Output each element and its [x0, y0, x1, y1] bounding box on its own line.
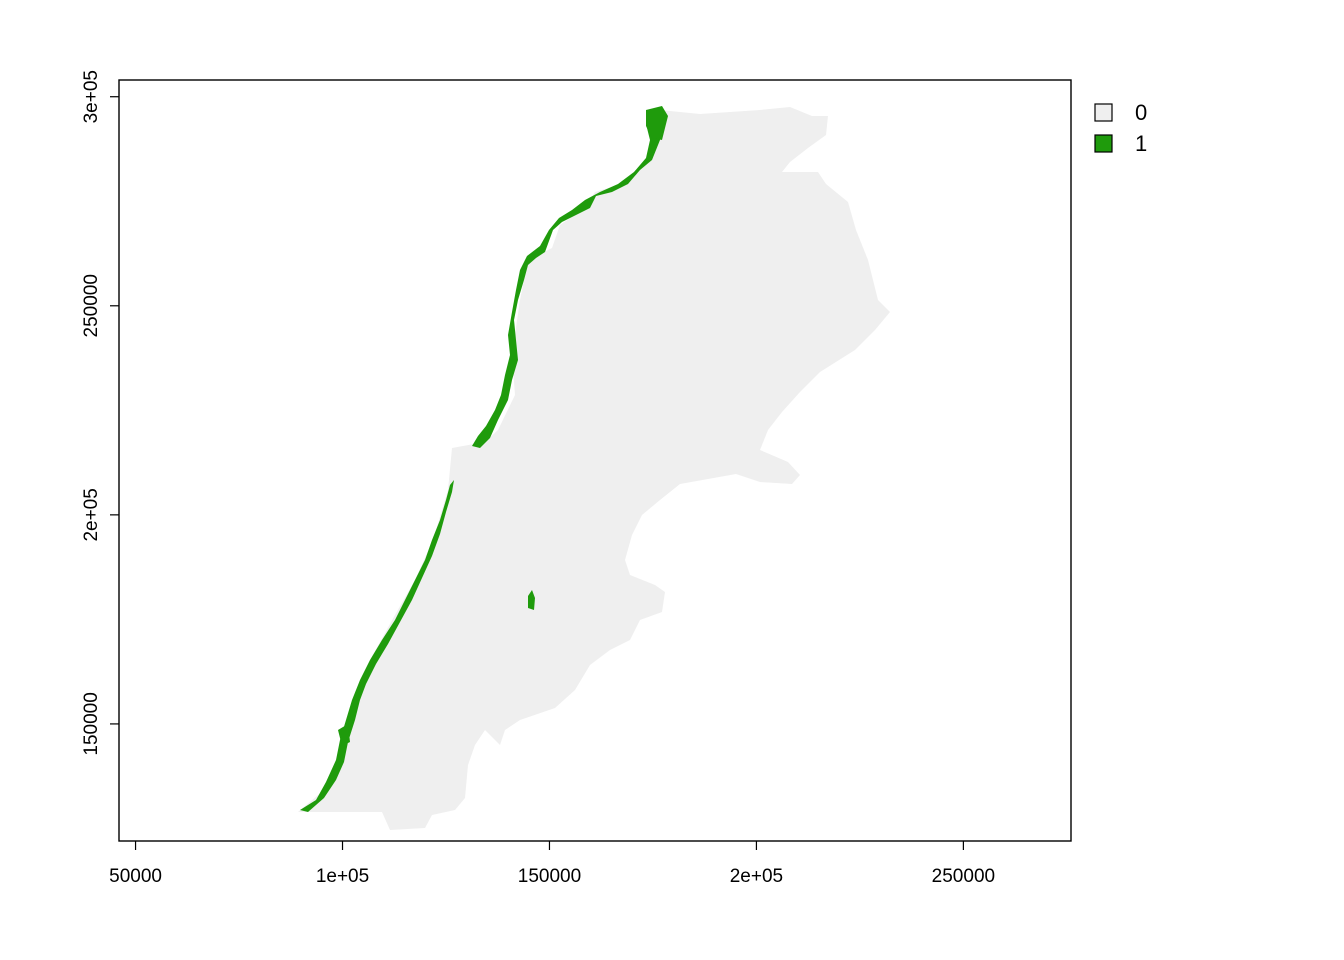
- legend: 01: [1094, 100, 1147, 156]
- legend-swatch-1: [1094, 134, 1113, 153]
- x-tick-label: 50000: [109, 866, 162, 887]
- raster-class-1-inland-patch: [528, 590, 535, 610]
- y-tick-label: 150000: [81, 692, 102, 755]
- legend-label-0: 0: [1135, 100, 1147, 125]
- raster-class-0-region: [298, 107, 890, 830]
- plot-frame: [118, 79, 1072, 842]
- x-tick-label: 2e+05: [730, 866, 783, 887]
- legend-swatch-0: [1094, 103, 1113, 122]
- y-tick-label: 2e+05: [81, 488, 102, 541]
- raster-class-1-northern-patch: [646, 106, 668, 140]
- y-tick-label: 250000: [81, 274, 102, 337]
- legend-label-1: 1: [1135, 131, 1147, 156]
- y-tick-label: 3e+05: [81, 70, 102, 123]
- x-tick-label: 1e+05: [316, 866, 369, 887]
- x-tick-label: 150000: [518, 866, 581, 887]
- y-axis: 150000 2e+05 250000 3e+05: [81, 70, 119, 756]
- x-axis: 50000 1e+05 150000 2e+05 250000: [109, 841, 995, 887]
- x-tick-label: 250000: [932, 866, 995, 887]
- raster-class-1-coastal-patch-south: [338, 724, 350, 746]
